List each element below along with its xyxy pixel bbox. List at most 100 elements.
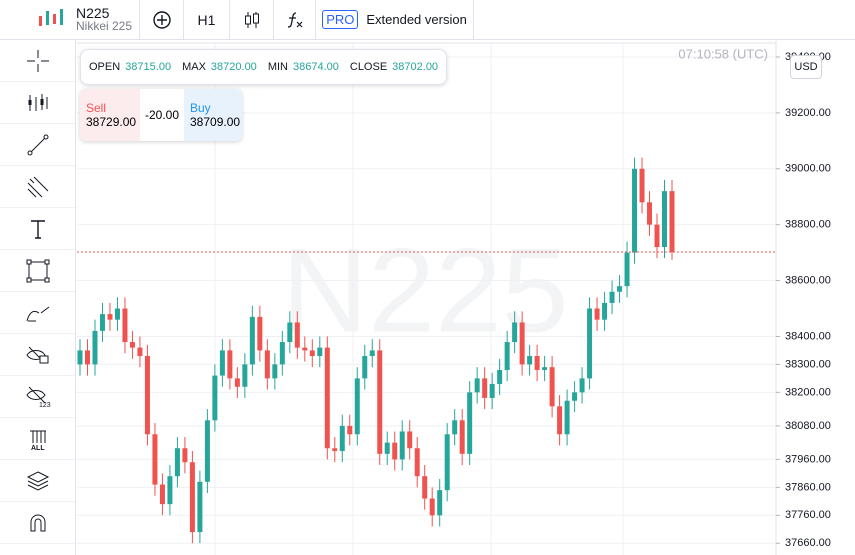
candle-body — [369, 350, 375, 357]
candle-body — [632, 168, 638, 253]
icon — [26, 470, 49, 491]
extended-button[interactable]: PRO Extended version — [316, 0, 474, 40]
chart-type-button[interactable] — [230, 0, 274, 40]
fx-icon — [287, 11, 302, 28]
close-label: CLOSE — [349, 61, 388, 73]
pro-badge: PRO — [322, 10, 359, 29]
candle-body — [377, 350, 383, 454]
hide-tool[interactable] — [0, 334, 75, 376]
candle-body — [414, 448, 420, 477]
candle-body — [519, 322, 525, 365]
candle-body — [302, 347, 308, 351]
y-tick-label: 38600.00 — [785, 274, 831, 286]
candle-body — [489, 383, 495, 398]
y-tick-label: 39000.00 — [785, 163, 831, 175]
sell-price: 38729.00 — [86, 115, 137, 129]
candle-body — [482, 378, 488, 398]
icon — [27, 134, 48, 155]
candle-body — [362, 356, 368, 379]
candle-body — [399, 431, 405, 460]
symbol-box[interactable]: N225 Nikkei 225 — [0, 0, 140, 40]
hide-numbers-tool[interactable]: 123 — [0, 376, 75, 418]
candle-body — [617, 286, 623, 292]
candle-body — [339, 425, 345, 452]
candle-body — [497, 369, 503, 384]
candle-body — [452, 420, 458, 435]
icon — [25, 346, 48, 363]
candle-body — [99, 314, 105, 331]
icon — [30, 514, 45, 531]
candle-body — [204, 420, 210, 482]
open-value: 38715.00 — [125, 61, 172, 73]
candle-body — [609, 291, 615, 303]
y-tick-label: 38400.00 — [785, 330, 831, 342]
symbol: N225 — [76, 4, 110, 21]
min-label: MIN — [267, 61, 288, 73]
candle-body — [84, 350, 90, 365]
y-tick-label: 37860.00 — [785, 481, 831, 493]
y-tick-label: 38080.00 — [785, 420, 831, 432]
candle-body — [354, 378, 360, 435]
candle-body — [152, 434, 158, 485]
candle-body — [287, 322, 293, 343]
candle-body — [572, 392, 578, 401]
candle-body — [234, 378, 240, 387]
candle-body — [264, 350, 270, 379]
candle-body — [549, 367, 555, 407]
candle-body — [594, 308, 600, 320]
indicator-tool[interactable] — [0, 82, 75, 124]
candle-body — [159, 484, 165, 505]
fib-tool[interactable] — [0, 166, 75, 208]
magnet-tool[interactable] — [0, 502, 75, 544]
delete-tool[interactable]: ALL — [0, 418, 75, 460]
add-button[interactable] — [140, 0, 184, 40]
min-value: 38674.00 — [292, 61, 339, 73]
candle-body — [444, 434, 450, 491]
candle-body — [392, 442, 398, 460]
spread: -20.00 — [140, 89, 184, 141]
candle-body — [144, 356, 150, 435]
text-tool[interactable] — [0, 208, 75, 250]
candle-icon — [244, 11, 259, 28]
candle-body — [182, 448, 188, 463]
currency-button[interactable]: USD — [790, 55, 822, 79]
candle-body — [92, 330, 98, 365]
ohlc-box: OPEN 38715.00 MAX 38720.00 MIN 38674.00 CLO… — [80, 49, 448, 85]
candle-body — [272, 364, 278, 379]
layers-tool[interactable] — [0, 460, 75, 502]
buy-button[interactable]: Buy 38709.00 — [184, 89, 242, 141]
candle-body — [639, 168, 645, 203]
candle-body — [219, 350, 225, 376]
timeframe-button[interactable]: H1 — [184, 0, 230, 40]
candle-body — [467, 392, 473, 454]
candle-body — [579, 378, 585, 393]
candle-body — [534, 356, 540, 370]
candle-body — [332, 448, 338, 452]
toolbar: 123 ALL — [0, 40, 76, 555]
line-tool[interactable] — [0, 124, 75, 166]
candle-body — [212, 375, 218, 421]
icon — [28, 93, 47, 111]
icon: ALL — [29, 430, 46, 451]
icon — [27, 176, 48, 197]
shape-tool[interactable] — [0, 250, 75, 292]
y-tick-label: 37760.00 — [785, 509, 831, 521]
buy-label: Buy — [190, 101, 211, 115]
close-value: 38702.00 — [392, 61, 439, 73]
candle-body — [227, 350, 233, 379]
candle-body — [129, 342, 135, 348]
clock: 07:10:58 (UTC) — [678, 46, 768, 61]
candle-body — [654, 224, 660, 248]
y-tick-label: 39200.00 — [785, 107, 831, 119]
sell-button[interactable]: Sell 38729.00 — [80, 89, 140, 141]
brush-tool[interactable] — [0, 292, 75, 334]
indicators-button[interactable] — [274, 0, 316, 40]
candle-body — [422, 476, 428, 499]
top-bar: N225 Nikkei 225 H1 PRO Extended version — [0, 0, 855, 40]
candle-body — [512, 322, 518, 343]
icon: 123 — [25, 386, 50, 408]
candle-body — [189, 462, 195, 533]
candle-body — [317, 347, 323, 357]
crosshair-tool[interactable] — [0, 40, 75, 82]
watermark: N225 — [282, 224, 569, 358]
